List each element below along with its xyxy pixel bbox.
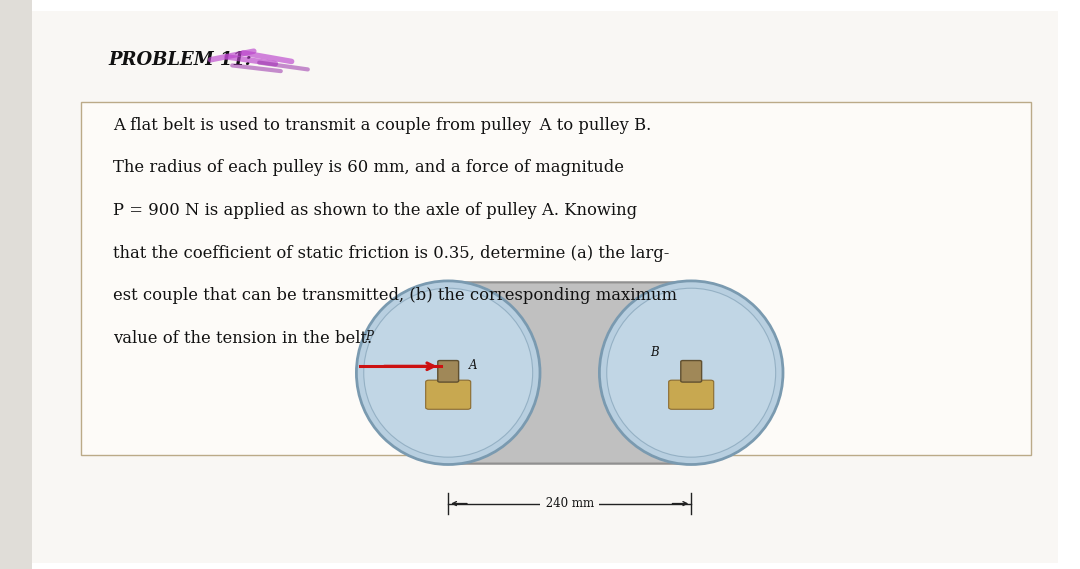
Text: P: P	[365, 331, 373, 343]
Text: that the coefficient of static friction is 0.35, determine (a) the larg-: that the coefficient of static friction …	[113, 245, 670, 262]
Ellipse shape	[364, 288, 532, 457]
Ellipse shape	[607, 288, 775, 457]
Text: 240 mm: 240 mm	[542, 497, 597, 510]
Text: The radius of each pulley is 60 mm, and a force of magnitude: The radius of each pulley is 60 mm, and …	[113, 159, 624, 176]
Text: A: A	[469, 359, 477, 372]
Text: PROBLEM 11:: PROBLEM 11:	[108, 51, 252, 69]
FancyBboxPatch shape	[680, 361, 702, 382]
Text: est couple that can be transmitted, (b) the corresponding maximum: est couple that can be transmitted, (b) …	[113, 287, 677, 304]
FancyBboxPatch shape	[81, 102, 1031, 455]
Ellipse shape	[599, 281, 783, 464]
Ellipse shape	[356, 281, 540, 464]
Bar	[448, 284, 691, 461]
FancyBboxPatch shape	[669, 380, 714, 409]
Bar	[0, 0, 32, 569]
Text: value of the tension in the belt.: value of the tension in the belt.	[113, 330, 373, 347]
Text: P = 900 N is applied as shown to the axle of pulley A. Knowing: P = 900 N is applied as shown to the axl…	[113, 202, 637, 219]
FancyBboxPatch shape	[437, 361, 459, 382]
FancyBboxPatch shape	[426, 380, 471, 409]
FancyBboxPatch shape	[22, 11, 1058, 563]
Text: A flat belt is used to transmit a couple from pulley  A to pulley B.: A flat belt is used to transmit a couple…	[113, 117, 651, 134]
Text: B: B	[650, 346, 659, 359]
